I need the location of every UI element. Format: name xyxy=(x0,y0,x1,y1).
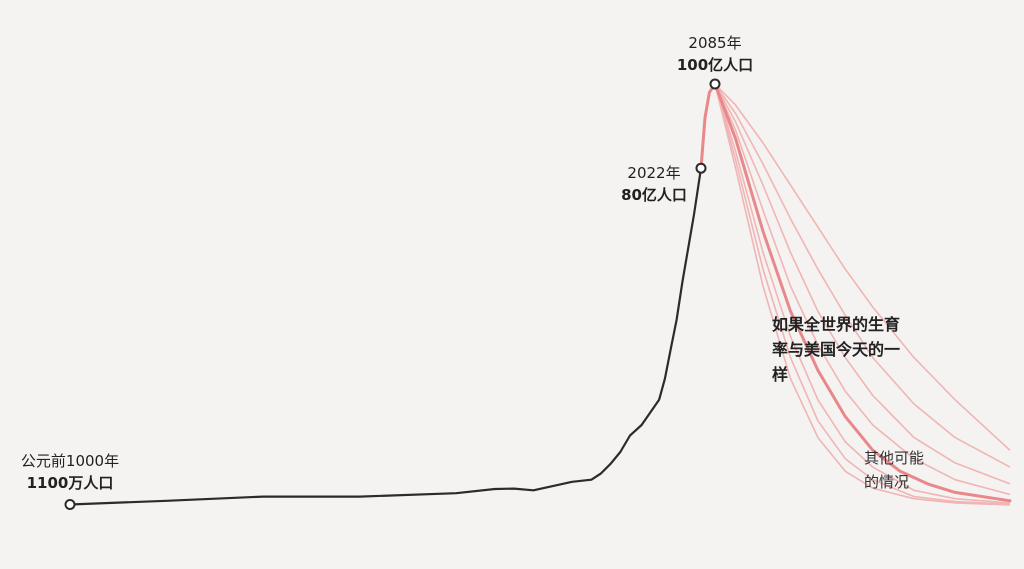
peak-population-label: 100亿人口 xyxy=(677,56,753,74)
alternative-scenario-line-5 xyxy=(714,83,1011,485)
now-year-label: 2022年 xyxy=(627,164,680,182)
other-scenarios-annotation-line-1: 其他可能 xyxy=(864,449,924,467)
us-fertility-scenario-line xyxy=(713,82,1012,503)
alternative-scenarios xyxy=(714,83,1011,506)
other-scenarios-annotation-line-2: 的情况 xyxy=(864,473,909,491)
us-fertility-annotation-line-1: 如果全世界的生育 xyxy=(772,315,900,334)
now-point-marker xyxy=(695,162,707,174)
point-markers xyxy=(64,78,721,510)
alternative-scenario-line-4 xyxy=(714,83,1011,496)
us-fertility-annotation-line-3: 样 xyxy=(772,365,788,384)
alternative-scenario-line-6 xyxy=(714,83,1011,468)
alternative-scenario-line-7 xyxy=(714,83,1011,451)
projection-line xyxy=(699,82,717,170)
alternative-scenario-line-3 xyxy=(714,83,1011,504)
alternative-scenario-line-2 xyxy=(714,83,1011,505)
now-population-label: 80亿人口 xyxy=(621,186,687,204)
start-population-label: 1100万人口 xyxy=(27,474,114,492)
us-fertility-annotation-line-2: 率与美国今天的一 xyxy=(772,340,900,359)
start-year-label: 公元前1000年 xyxy=(21,452,119,470)
alternative-scenario-line-1 xyxy=(714,83,1011,506)
main-lines xyxy=(68,82,1012,506)
history-line xyxy=(68,167,703,506)
peak-year-label: 2085年 xyxy=(688,34,741,52)
start-point-marker xyxy=(64,499,76,510)
peak-point-marker xyxy=(709,78,721,90)
